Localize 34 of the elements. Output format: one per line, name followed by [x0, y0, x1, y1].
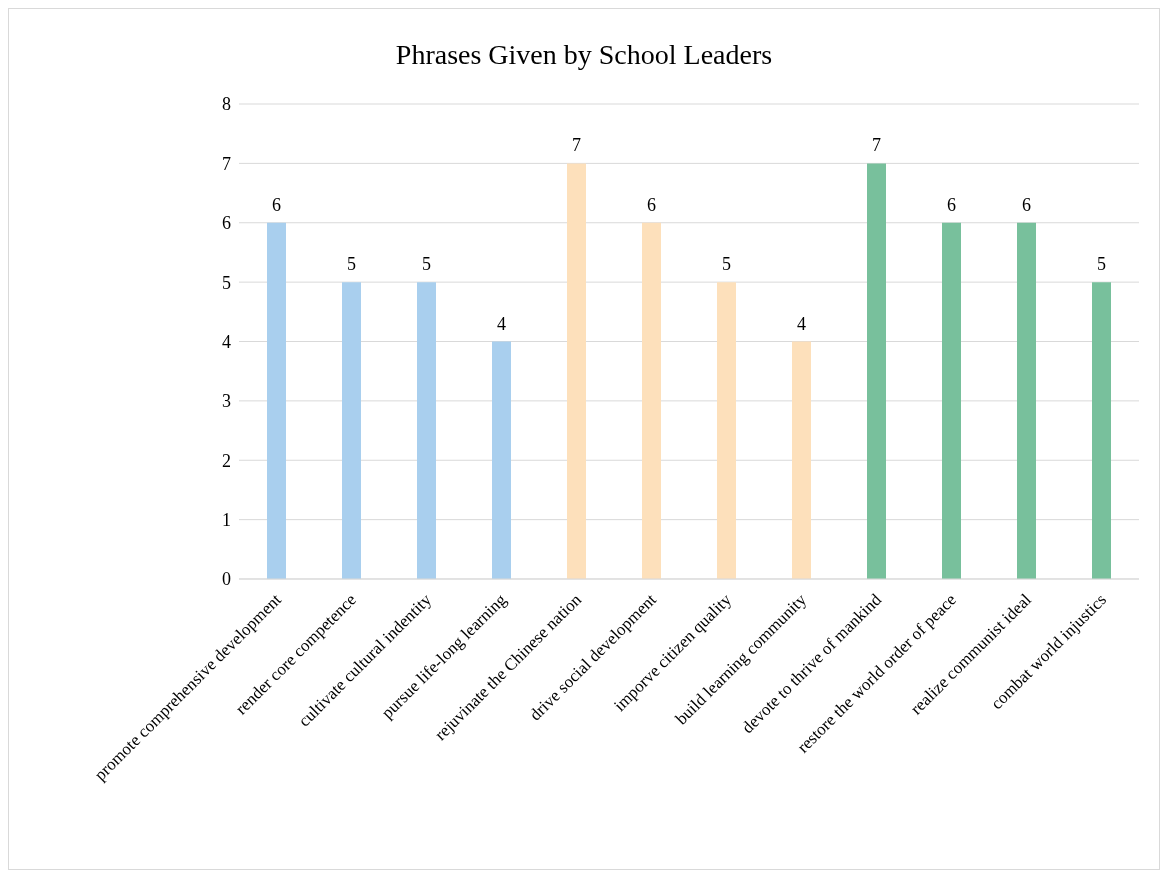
bar — [342, 282, 361, 579]
y-tick-label: 0 — [222, 569, 231, 590]
data-label: 6 — [947, 194, 956, 215]
bar — [1092, 282, 1111, 579]
data-label: 5 — [722, 254, 731, 275]
bar — [492, 341, 511, 579]
bar — [417, 282, 436, 579]
y-tick-label: 6 — [222, 213, 231, 234]
data-label: 5 — [347, 254, 356, 275]
data-label: 6 — [272, 194, 281, 215]
bar — [1017, 222, 1036, 579]
y-tick-label: 7 — [222, 153, 231, 174]
data-label: 7 — [572, 135, 581, 156]
y-tick-label: 8 — [222, 94, 231, 115]
data-label: 5 — [1097, 254, 1106, 275]
data-label: 4 — [497, 313, 506, 334]
data-label: 4 — [797, 313, 806, 334]
data-label: 7 — [872, 135, 881, 156]
y-tick-label: 3 — [222, 391, 231, 412]
data-label: 5 — [422, 254, 431, 275]
data-label: 6 — [1022, 194, 1031, 215]
y-tick-label: 1 — [222, 510, 231, 531]
data-label: 6 — [647, 194, 656, 215]
bar — [867, 163, 886, 579]
chart-title: Phrases Given by School Leaders — [394, 39, 774, 71]
bar — [267, 222, 286, 579]
y-tick-label: 4 — [222, 331, 231, 352]
bar — [717, 282, 736, 579]
y-tick-label: 2 — [222, 450, 231, 471]
y-tick-label: 5 — [222, 272, 231, 293]
bar — [642, 222, 661, 579]
bar — [942, 222, 961, 579]
bar — [792, 341, 811, 579]
bar — [567, 163, 586, 579]
